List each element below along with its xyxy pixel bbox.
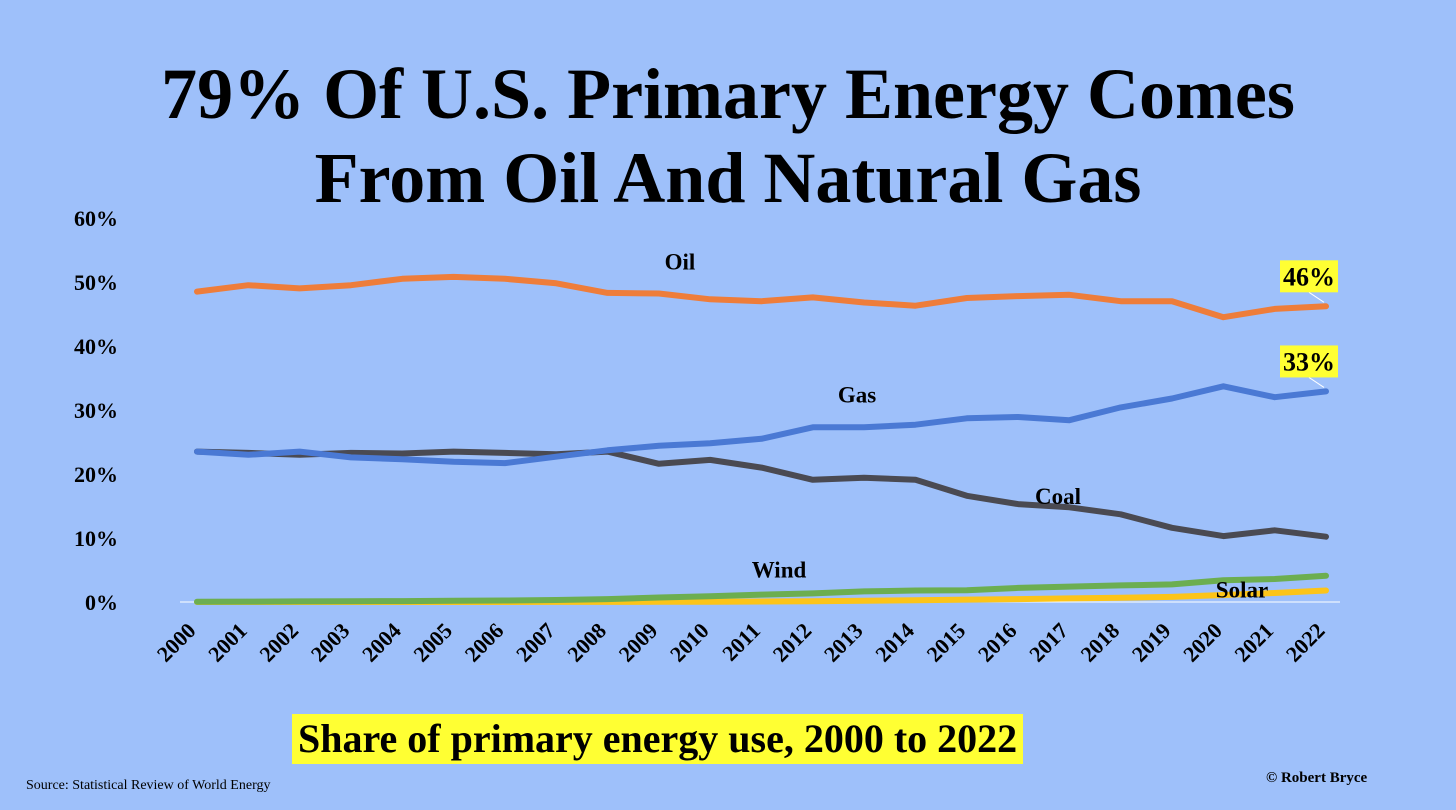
x-tick-label: 2009 [614,618,663,667]
x-tick-label: 2002 [254,618,303,667]
annotation-box [1280,260,1338,293]
series-label-solar: Solar [1216,577,1268,602]
credit-note: © Robert Bryce [1266,770,1368,786]
annotation-label: 46% [1283,262,1335,291]
y-tick-label: 50% [74,270,118,295]
chart-subtitle: Share of primary energy use, 2000 to 202… [292,714,1024,764]
x-tick-label: 2016 [973,618,1022,667]
y-tick-label: 0% [85,590,118,615]
series-line-gas [194,383,1329,467]
x-tick-label: 2012 [768,618,817,667]
annotation-leader [1308,377,1325,388]
x-tick-label: 2003 [306,618,355,667]
series-label-coal: Coal [1035,484,1081,509]
x-tick-label: 2022 [1281,618,1330,667]
x-tick-label: 2001 [203,618,252,667]
annotation-label: 33% [1283,347,1335,376]
x-tick-label: 2013 [819,618,868,667]
x-tick-label: 2020 [1178,618,1227,667]
chart-title: 79% Of U.S. Primary Energy Comes From Oi… [0,52,1456,220]
y-tick-label: 20% [74,462,118,487]
y-tick-label: 30% [74,398,118,423]
series-label-gas: Gas [838,383,876,408]
x-tick-label: 2018 [1075,618,1124,667]
x-tick-label: 2015 [922,618,971,667]
series-line-oil [194,273,1329,321]
series-line-coal [194,448,1329,540]
x-tick-label: 2008 [562,618,611,667]
x-tick-label: 2011 [717,618,765,666]
x-tick-label: 2007 [511,618,560,667]
series-line-wind [194,572,1329,605]
x-tick-label: 2017 [1024,618,1073,667]
series-label-wind: Wind [752,557,807,582]
y-tick-label: 10% [74,526,118,551]
annotation-leader [1308,291,1325,303]
x-tick-label: 2004 [357,618,406,667]
x-tick-label: 2019 [1127,618,1176,667]
annotation-box [1280,345,1338,378]
x-tick-label: 2021 [1229,618,1278,667]
x-tick-label: 2014 [870,618,919,667]
x-tick-label: 2010 [665,618,714,667]
title-line-1: 79% Of U.S. Primary Energy Comes [161,54,1295,134]
title-line-2: From Oil And Natural Gas [314,138,1142,218]
y-tick-label: 40% [74,334,118,359]
x-tick-label: 2006 [460,618,509,667]
source-note: Source: Statistical Review of World Ener… [26,778,271,793]
y-tick-label: 60% [74,206,118,231]
x-tick-label: 2005 [408,618,457,667]
series-label-oil: Oil [665,249,696,274]
x-tick-label: 2000 [152,618,201,667]
